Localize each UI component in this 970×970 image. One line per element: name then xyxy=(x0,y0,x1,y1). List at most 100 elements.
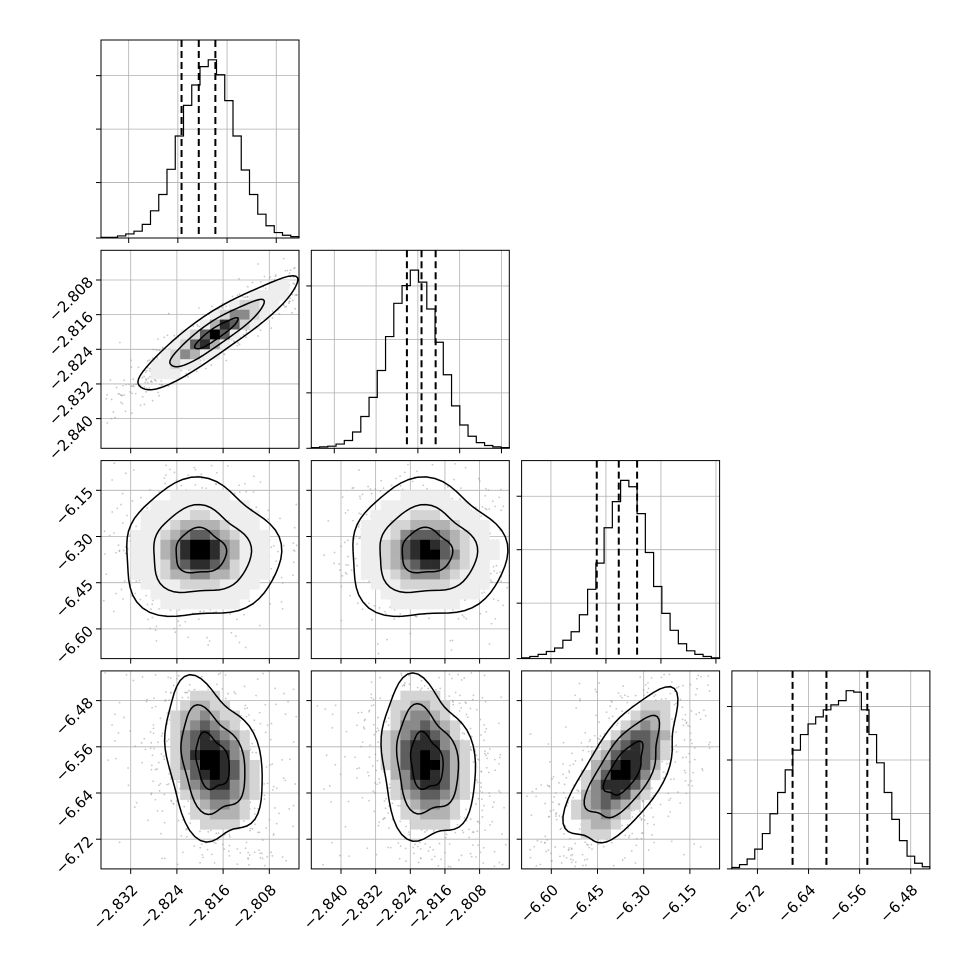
scatter-point xyxy=(681,706,684,709)
scatter-point xyxy=(334,763,337,766)
scatter-point xyxy=(249,827,252,830)
scatter-point xyxy=(114,757,117,760)
scatter-point xyxy=(456,823,459,826)
density-cell xyxy=(190,769,201,781)
density-cell xyxy=(420,599,431,610)
scatter-point xyxy=(259,852,261,855)
density-cell xyxy=(459,740,470,751)
density-cell xyxy=(209,490,221,501)
scatter-point xyxy=(268,818,271,821)
histogram-step-3 xyxy=(521,479,721,659)
scatter-point xyxy=(376,783,379,786)
scatter-point xyxy=(271,310,274,312)
scatter-point xyxy=(238,343,241,346)
scatter-point xyxy=(121,492,124,495)
density-cell xyxy=(170,369,181,380)
scatter-point xyxy=(403,471,406,474)
density-cell xyxy=(390,539,401,550)
grid-lines xyxy=(101,250,299,449)
scatter-point xyxy=(679,698,682,701)
density-cell xyxy=(420,520,431,531)
scatter-point xyxy=(323,554,326,557)
scatter-point xyxy=(143,375,146,378)
scatter-point xyxy=(167,312,170,315)
scatter-point xyxy=(345,563,348,566)
scatter-point xyxy=(224,697,227,700)
scatter-point xyxy=(664,697,667,700)
density-cell xyxy=(449,760,461,771)
scatter-point xyxy=(152,727,155,730)
scatter-point xyxy=(608,717,611,720)
scatter-point xyxy=(366,847,369,850)
histogram-step-2 xyxy=(310,269,510,449)
contour-level-1 xyxy=(163,673,263,843)
scatter-point xyxy=(416,845,419,848)
scatter-point xyxy=(288,808,291,810)
scatter-point xyxy=(624,834,627,837)
density-cell xyxy=(259,559,270,570)
scatter-point xyxy=(616,722,619,725)
density-cell xyxy=(219,339,230,350)
scatter-point xyxy=(408,683,411,686)
scatter-point xyxy=(446,485,449,488)
scatter-point xyxy=(685,756,688,759)
scatter-point xyxy=(124,472,127,475)
contour-level-3 xyxy=(175,526,228,574)
scatter-point xyxy=(341,574,344,577)
scatter-point xyxy=(139,404,142,407)
scatter-point xyxy=(121,522,124,524)
scatter-point xyxy=(173,334,176,337)
scatter-point xyxy=(694,693,697,696)
scatter-point xyxy=(480,515,482,518)
scatter-point xyxy=(285,305,288,308)
density-cell xyxy=(600,769,611,781)
density-cell xyxy=(150,369,161,380)
scatter-point xyxy=(491,500,494,503)
density-cell xyxy=(390,700,401,711)
density-cell xyxy=(400,520,411,531)
scatter-point xyxy=(102,599,105,602)
scatter-point xyxy=(148,370,151,372)
scatter-point xyxy=(413,852,415,855)
density-cell xyxy=(219,789,230,800)
scatter-point xyxy=(344,512,347,514)
density-cell xyxy=(229,500,240,511)
scatter-point xyxy=(126,514,128,517)
density-cell xyxy=(180,510,191,521)
scatter-point xyxy=(193,845,196,848)
scatter-point xyxy=(484,752,486,755)
scatter-point xyxy=(493,865,496,868)
density-cell xyxy=(200,779,211,790)
scatter-point xyxy=(372,723,375,726)
scatter-point xyxy=(245,336,247,339)
density-cell xyxy=(430,520,441,531)
density-cell xyxy=(430,760,441,771)
density-cell xyxy=(430,490,441,501)
density-cell xyxy=(209,510,221,521)
scatter-point xyxy=(631,810,633,812)
scatter-point xyxy=(635,844,638,847)
scatter-point xyxy=(593,734,596,737)
scatter-point xyxy=(469,818,472,820)
density-cell xyxy=(219,329,230,340)
density-cell xyxy=(219,799,230,810)
scatter-point xyxy=(117,544,120,547)
scatter-point xyxy=(409,632,412,635)
scatter-point xyxy=(627,695,629,698)
scatter-point xyxy=(651,834,653,836)
scatter-point xyxy=(598,721,600,724)
density-cell xyxy=(600,799,611,810)
scatter-point xyxy=(167,738,170,741)
scatter-point xyxy=(114,416,117,419)
scatter-point xyxy=(206,848,209,851)
scatter-point xyxy=(166,334,169,337)
scatter-point xyxy=(675,702,678,705)
scatter-point xyxy=(294,294,297,297)
density-cell xyxy=(660,740,671,751)
density-cell xyxy=(229,779,240,790)
density-cell xyxy=(190,690,201,701)
scatter-point xyxy=(605,711,608,714)
scatter-point xyxy=(626,701,629,704)
density-cell xyxy=(209,349,221,360)
density-cell xyxy=(229,720,240,731)
